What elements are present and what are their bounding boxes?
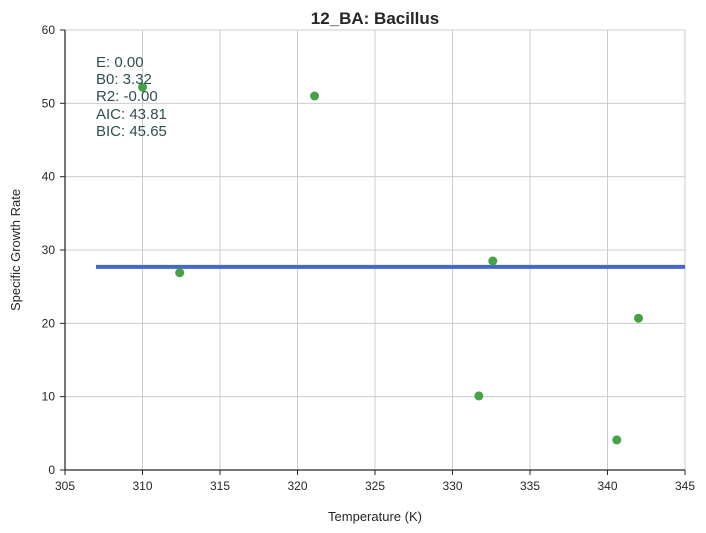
data-point [138,82,147,92]
data-point [175,268,185,278]
tick-labels: 305 310 315 320 325 330 335 340 345 0 10 20 30 40 50 60 [42,23,696,493]
x-tick-label: 305 [55,479,75,493]
y-tick-label: 0 [48,463,55,477]
x-tick-label: 320 [287,479,307,493]
annotation-bic: BIC: 45.65 [96,123,167,140]
y-tick-label: 20 [42,316,56,330]
annotation-r2: R2: -0.00 [96,88,158,105]
x-tick-label: 310 [132,479,152,493]
x-tick-label: 340 [597,479,617,493]
data-point [634,313,643,323]
x-axis-label: Temperature (K) [328,509,422,524]
y-axis-label: Specific Growth Rate [8,189,23,311]
annotation-b0: B0: 3.32 [96,71,152,88]
y-tick-label: 40 [42,170,56,184]
data-point [474,391,484,401]
data-point [310,91,320,101]
x-tick-label: 325 [365,479,385,493]
x-tick-label: 335 [520,479,540,493]
x-tick-label: 315 [210,479,230,493]
chart-title: 12_BA: Bacillus [311,9,440,28]
y-tick-label: 50 [42,96,56,110]
x-tick-label: 330 [442,479,462,493]
y-tick-label: 30 [42,243,56,257]
annotation-e: E: 0.00 [96,54,144,71]
data-point [488,256,498,266]
y-tick-label: 60 [42,23,56,37]
axes [60,29,686,475]
x-tick-label: 345 [675,479,695,493]
data-point [612,435,622,445]
fit-statistics: E: 0.00 B0: 3.32 R2: -0.00 AIC: 43.81 BI… [96,54,167,140]
grid [65,29,686,470]
y-tick-label: 10 [42,390,56,404]
scatter-points [138,82,643,445]
annotation-aic: AIC: 43.81 [96,106,167,123]
